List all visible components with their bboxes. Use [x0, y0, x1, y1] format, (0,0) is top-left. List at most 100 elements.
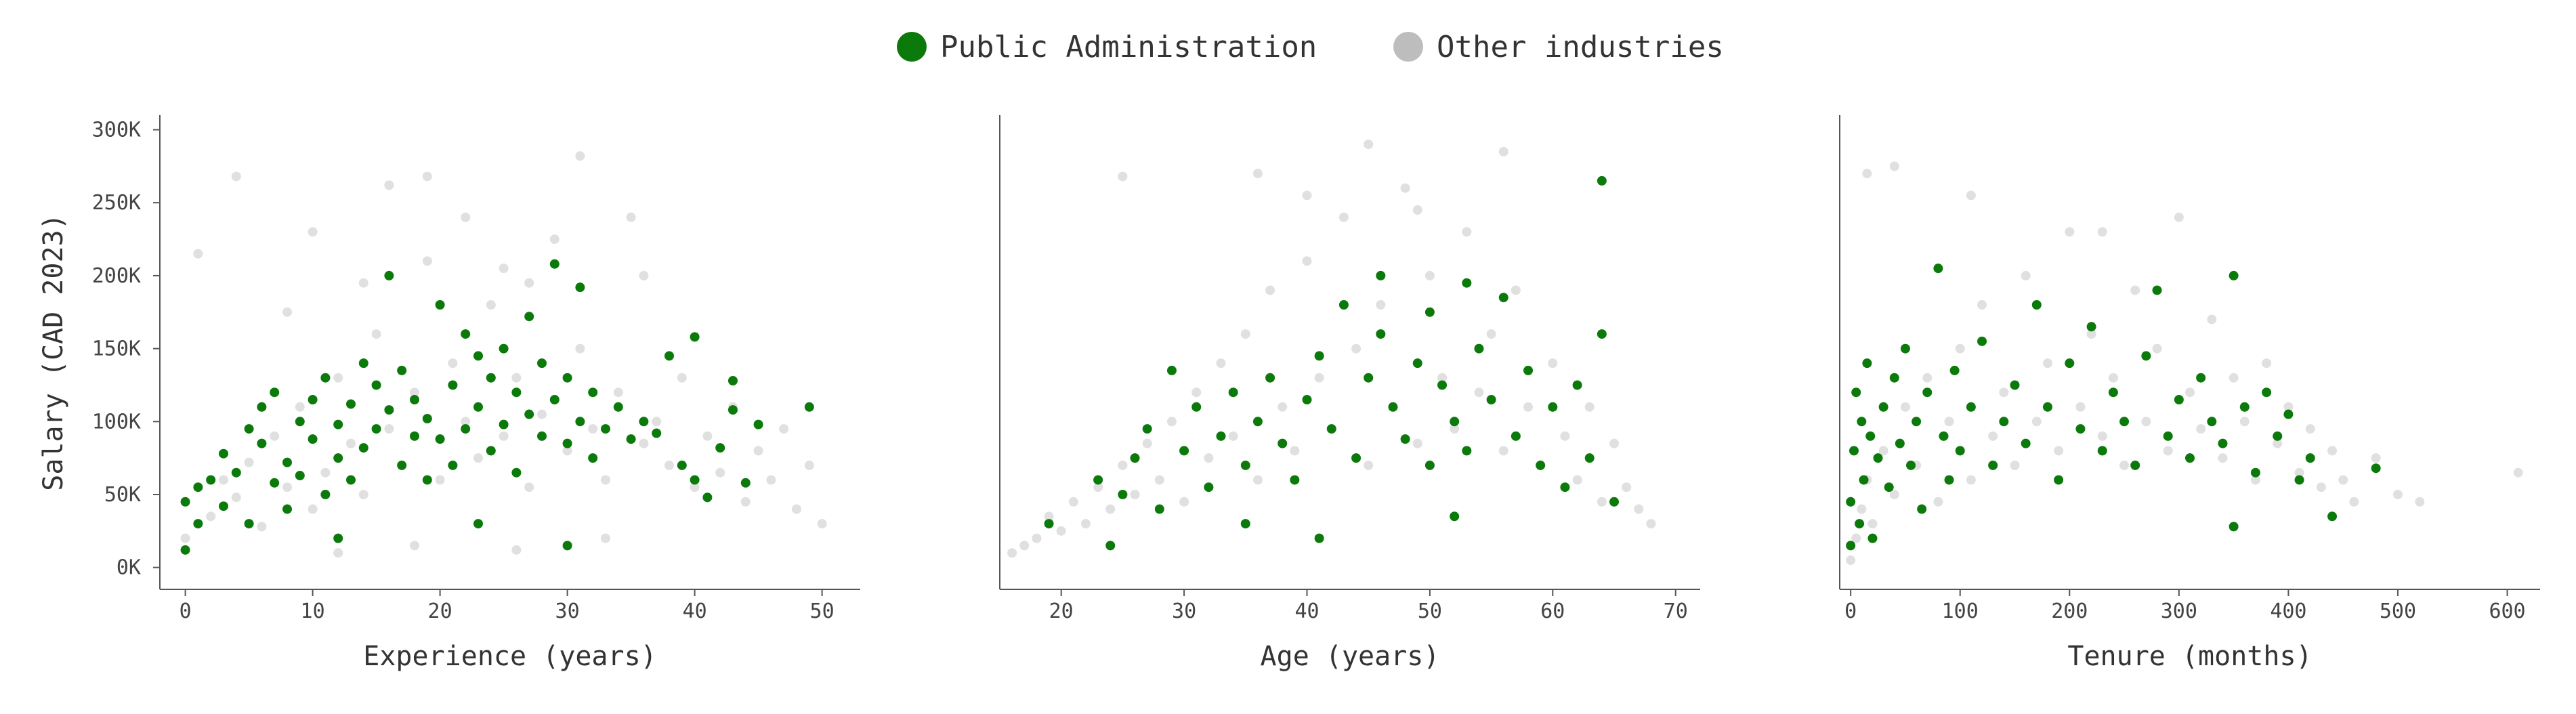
data-point-public-administration: [1889, 373, 1899, 383]
data-point-other-industries: [308, 227, 318, 237]
data-point-public-administration: [1597, 175, 1607, 186]
data-point-public-administration: [1314, 533, 1324, 543]
data-point-public-administration: [231, 467, 241, 478]
data-point-public-administration: [1437, 380, 1448, 390]
data-point-other-industries: [1265, 285, 1275, 295]
data-point-public-administration: [2371, 463, 2381, 474]
data-point-public-administration: [1166, 365, 1177, 375]
legend-marker-public-administration: [897, 32, 927, 62]
data-point-other-industries: [1462, 227, 1472, 237]
data-point-other-industries: [753, 446, 763, 456]
data-point-public-administration: [537, 358, 547, 369]
data-point-public-administration: [511, 467, 522, 478]
data-point-public-administration: [1450, 417, 1460, 427]
data-point-public-administration: [1849, 446, 1859, 456]
data-point-other-industries: [1548, 358, 1558, 369]
data-point-public-administration: [1906, 460, 1916, 470]
x-tick-label: 20: [1049, 600, 1074, 623]
data-point-public-administration: [371, 424, 381, 434]
data-point-other-industries: [282, 482, 292, 492]
data-point-public-administration: [1450, 511, 1460, 522]
data-point-public-administration: [1228, 387, 1238, 398]
data-point-public-administration: [549, 259, 559, 269]
data-point-public-administration: [575, 417, 585, 427]
data-point-public-administration: [2250, 467, 2260, 478]
data-point-public-administration: [613, 402, 623, 412]
data-point-public-administration: [1846, 541, 1856, 551]
data-point-public-administration: [422, 475, 432, 485]
data-point-other-industries: [1437, 373, 1448, 383]
data-point-other-industries: [1862, 169, 1872, 179]
data-point-other-industries: [575, 343, 585, 354]
legend-label-public-administration: Public Administration: [940, 30, 1317, 64]
data-point-other-industries: [410, 387, 419, 398]
data-point-public-administration: [1912, 417, 1922, 427]
data-point-other-industries: [2415, 497, 2425, 507]
data-point-public-administration: [690, 332, 700, 342]
data-point-other-industries: [2338, 475, 2348, 485]
y-tick-label: 150K: [92, 337, 141, 361]
x-tick-label: 30: [1172, 600, 1196, 623]
data-point-other-industries: [2130, 285, 2140, 295]
data-point-public-administration: [320, 373, 331, 383]
data-point-public-administration: [1988, 460, 1998, 470]
data-point-other-industries: [499, 264, 509, 274]
data-point-other-industries: [2021, 270, 2031, 280]
data-point-other-industries: [1846, 555, 1856, 565]
data-point-public-administration: [1498, 293, 1508, 303]
data-point-other-industries: [1944, 417, 1954, 427]
data-point-public-administration: [1584, 453, 1595, 463]
data-point-public-administration: [562, 438, 572, 448]
chart-panel-2: 20 30 40 50 60 70 Age (years): [999, 115, 1700, 672]
data-point-public-administration: [2273, 431, 2283, 441]
data-point-public-administration: [461, 329, 471, 339]
data-point-other-industries: [1130, 490, 1140, 499]
data-point-other-industries: [1857, 504, 1867, 514]
data-point-other-industries: [1191, 387, 1202, 398]
data-point-other-industries: [1450, 424, 1460, 434]
x-tick-label: 400: [2270, 600, 2306, 623]
data-point-public-administration: [1290, 475, 1300, 485]
data-point-public-administration: [2152, 285, 2162, 295]
data-point-other-industries: [1093, 482, 1103, 492]
data-point-public-administration: [715, 443, 725, 453]
data-point-other-industries: [1179, 497, 1189, 507]
data-point-public-administration: [244, 424, 254, 434]
data-point-public-administration: [2021, 438, 2031, 448]
data-point-other-industries: [422, 256, 432, 266]
x-axis-label: Experience (years): [363, 641, 656, 672]
data-point-public-administration: [333, 419, 343, 429]
data-point-public-administration: [1873, 453, 1883, 463]
data-point-other-industries: [1955, 343, 1965, 354]
data-point-public-administration: [1977, 336, 1987, 346]
data-point-other-industries: [690, 482, 700, 492]
data-point-other-industries: [1032, 533, 1042, 543]
data-point-public-administration: [1376, 270, 1386, 280]
data-point-other-industries: [677, 373, 687, 383]
data-point-other-industries: [2294, 467, 2304, 478]
data-point-public-administration: [1424, 460, 1435, 470]
data-point-other-industries: [1278, 402, 1288, 412]
data-point-public-administration: [728, 376, 738, 385]
data-point-public-administration: [219, 448, 228, 459]
data-point-other-industries: [2185, 387, 2195, 398]
data-point-other-industries: [524, 482, 534, 492]
data-point-public-administration: [1966, 402, 1976, 412]
data-point-other-industries: [1634, 504, 1644, 514]
data-point-other-industries: [1240, 329, 1250, 339]
data-point-public-administration: [1154, 504, 1164, 514]
data-point-public-administration: [333, 453, 343, 463]
data-point-public-administration: [257, 402, 267, 412]
data-point-other-industries: [333, 373, 343, 383]
data-point-other-industries: [1118, 460, 1128, 470]
data-point-public-administration: [1939, 431, 1949, 441]
data-point-public-administration: [320, 490, 331, 499]
data-point-other-industries: [2392, 490, 2403, 499]
data-point-other-industries: [1364, 140, 1374, 150]
data-point-other-industries: [779, 424, 789, 434]
data-point-public-administration: [537, 431, 547, 441]
data-point-public-administration: [219, 501, 228, 511]
x-tick-label: 100: [1942, 600, 1979, 623]
data-point-other-industries: [1080, 519, 1091, 529]
data-point-public-administration: [1105, 541, 1116, 551]
